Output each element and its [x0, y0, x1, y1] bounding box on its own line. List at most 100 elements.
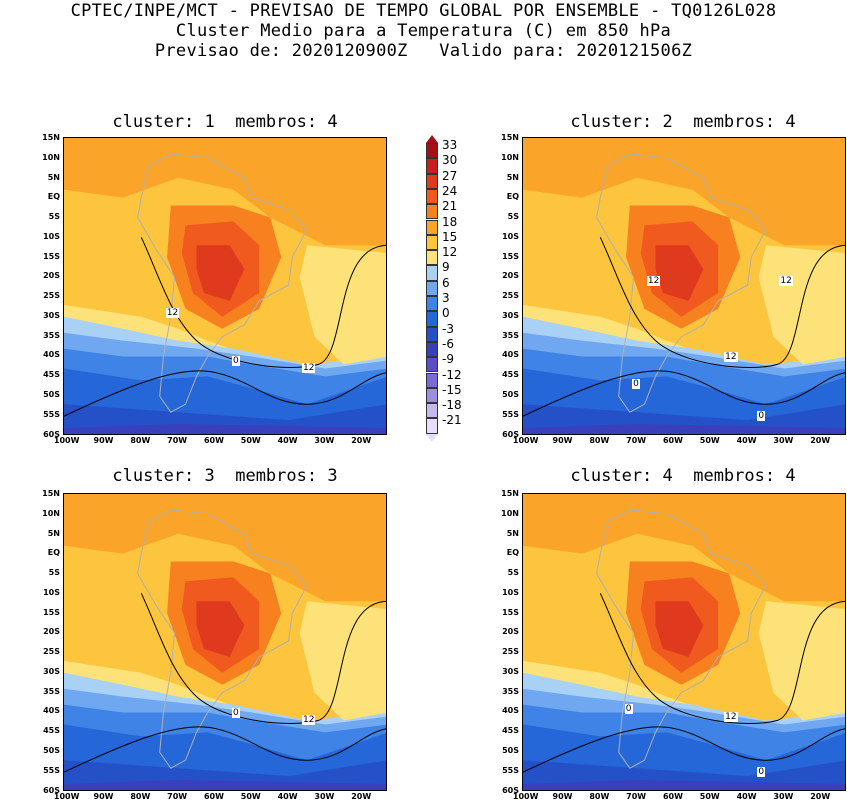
colorbar-swatch: [426, 188, 438, 205]
y-tick-label: 10S: [502, 587, 519, 597]
panel-title: cluster: 1 membros: 4: [112, 112, 338, 132]
y-tick-label: 60S: [43, 785, 60, 795]
figure-title-line2: Cluster Medio para a Temperatura (C) em …: [175, 21, 672, 41]
y-tick-label: 15N: [501, 133, 519, 142]
y-tick-label: 30S: [502, 310, 519, 320]
y-tick-label: 25S: [502, 291, 519, 301]
colorbar-label: -15: [442, 382, 462, 397]
colorbar-swatch: [426, 296, 438, 312]
y-tick-label: 45S: [502, 370, 519, 380]
colorbar-swatch: [426, 418, 438, 434]
y-tick-label: 15N: [501, 489, 519, 498]
x-tick-label: 90W: [552, 792, 573, 801]
x-tick-label: 30W: [314, 436, 335, 445]
x-tick-label: 40W: [736, 436, 757, 445]
colorbar-swatch: [426, 158, 438, 174]
y-tick-label: 25S: [502, 647, 519, 657]
y-tick-label: 20S: [502, 627, 519, 637]
y-tick-label: 10N: [42, 152, 60, 162]
contour-label: 0: [632, 379, 640, 390]
x-tick-label: 50W: [699, 436, 720, 445]
y-tick-label: 55S: [43, 765, 60, 775]
colorbar-swatch: [426, 204, 438, 220]
x-tick-label: 50W: [699, 792, 720, 801]
y-tick-label: 15S: [502, 251, 519, 261]
x-tick-label: 90W: [93, 436, 114, 445]
temperature-field: [64, 494, 386, 790]
x-tick-label: 30W: [773, 436, 794, 445]
y-tick-label: 50S: [502, 389, 519, 399]
y-tick-label: 5S: [507, 568, 519, 578]
colorbar-swatch: [426, 219, 438, 235]
y-tick-label: EQ: [47, 548, 60, 558]
map-panel-cluster-1: 12 12 0: [63, 137, 387, 435]
figure-title-line3: Previsao de: 2020120900Z Valido para: 20…: [154, 41, 693, 61]
colorbar-label: -3: [442, 321, 454, 336]
x-tick-label: 40W: [736, 792, 757, 801]
y-tick-label: 10N: [501, 152, 519, 162]
y-tick-label: 15S: [43, 607, 60, 617]
colorbar-swatch: [426, 372, 438, 388]
temperature-field: [64, 138, 386, 434]
y-tick-label: 5S: [48, 568, 60, 578]
y-tick-label: 35S: [502, 686, 519, 696]
panel-title: cluster: 2 membros: 4: [570, 112, 796, 132]
contour-label: 12: [302, 363, 316, 374]
x-tick-label: 20W: [810, 436, 831, 445]
continent-outline: [596, 153, 767, 413]
band-27: [196, 245, 245, 301]
y-tick-label: 60S: [43, 429, 60, 439]
x-tick-label: 90W: [552, 436, 573, 445]
x-tick-label: 60W: [203, 792, 224, 801]
y-tick-label: 10N: [42, 508, 60, 518]
x-tick-label: 100W: [512, 436, 539, 445]
panel-title: cluster: 4 membros: 4: [570, 466, 796, 486]
x-tick-label: 50W: [240, 436, 261, 445]
contour-line-12: [599, 237, 845, 368]
contour-label: 12: [779, 276, 793, 287]
colorbar-label: 30: [442, 153, 458, 168]
x-tick-label: 70W: [626, 792, 647, 801]
contour-line-0: [64, 726, 386, 773]
x-tick-label: 70W: [167, 792, 188, 801]
contour-label: 0: [757, 767, 766, 778]
colorbar-swatch: [426, 173, 438, 189]
contour-label: 0: [624, 703, 633, 714]
colorbar-label: 21: [442, 199, 458, 214]
colorbar-swatch: [426, 341, 438, 358]
x-tick-label: 70W: [167, 436, 188, 445]
continent-outline: [596, 509, 767, 769]
band-minus6: [64, 424, 386, 434]
continent-outline: [137, 509, 308, 769]
colorbar-label: 12: [442, 245, 458, 260]
y-tick-label: 35S: [43, 330, 60, 340]
y-tick-label: 20S: [43, 271, 60, 281]
x-tick-label: 100W: [53, 792, 80, 801]
y-tick-label: 5S: [48, 212, 60, 222]
contour-label: 0: [232, 355, 240, 366]
y-tick-label: EQ: [47, 192, 60, 202]
colorbar-label: 6: [442, 275, 450, 290]
y-tick-label: 45S: [502, 726, 519, 736]
contour-label: 0: [757, 411, 766, 422]
band-27: [655, 601, 704, 657]
x-tick-label: 60W: [203, 436, 224, 445]
colorbar-label: 15: [442, 229, 458, 244]
band-minus6: [523, 424, 845, 434]
colorbar-swatch: [426, 143, 438, 159]
y-tick-label: 10N: [501, 508, 519, 518]
y-tick-label: EQ: [506, 548, 519, 558]
colorbar-label: 27: [442, 168, 458, 183]
x-tick-label: 80W: [130, 436, 151, 445]
y-tick-label: 45S: [43, 726, 60, 736]
colorbar-label: 3: [442, 291, 450, 305]
colorbar-swatch: [426, 234, 438, 251]
y-tick-label: 10S: [43, 231, 60, 241]
temperature-field: [523, 494, 845, 790]
x-tick-label: 100W: [53, 436, 80, 445]
y-tick-label: 55S: [43, 409, 60, 419]
colorbar-label: -21: [442, 413, 462, 428]
y-tick-label: 15N: [42, 489, 60, 498]
y-tick-label: 5N: [506, 528, 519, 538]
y-tick-label: 60S: [502, 785, 519, 795]
